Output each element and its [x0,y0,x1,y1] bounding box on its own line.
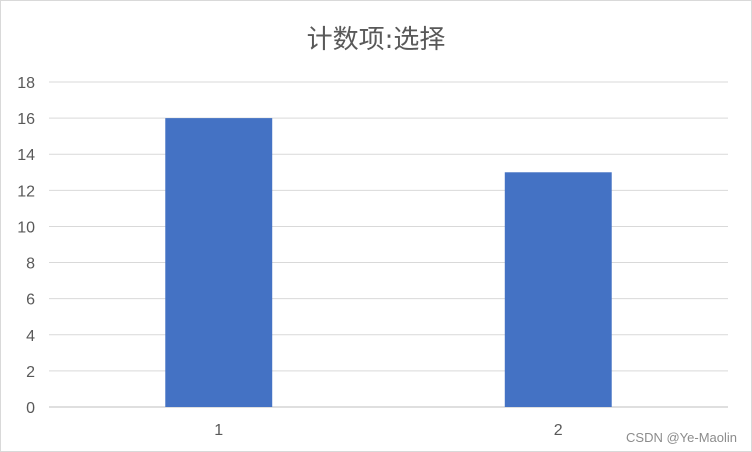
x-tick-label: 1 [214,422,223,439]
y-tick-label: 8 [26,256,35,273]
y-tick-label: 0 [26,400,35,417]
y-tick-label: 4 [26,328,35,345]
y-tick-label: 18 [17,75,35,92]
x-tick-label: 2 [554,422,563,439]
bar [165,118,273,407]
y-tick-label: 6 [26,292,35,309]
y-tick-label: 16 [17,111,35,128]
y-tick-label: 2 [26,364,35,381]
chart-title: 计数项:选择 [306,25,446,55]
y-tick-label: 10 [17,219,35,236]
watermark: CSDN @Ye-Maolin [626,430,737,445]
y-tick-label: 12 [17,183,35,200]
bar [504,172,612,407]
y-tick-label: 14 [17,147,35,164]
